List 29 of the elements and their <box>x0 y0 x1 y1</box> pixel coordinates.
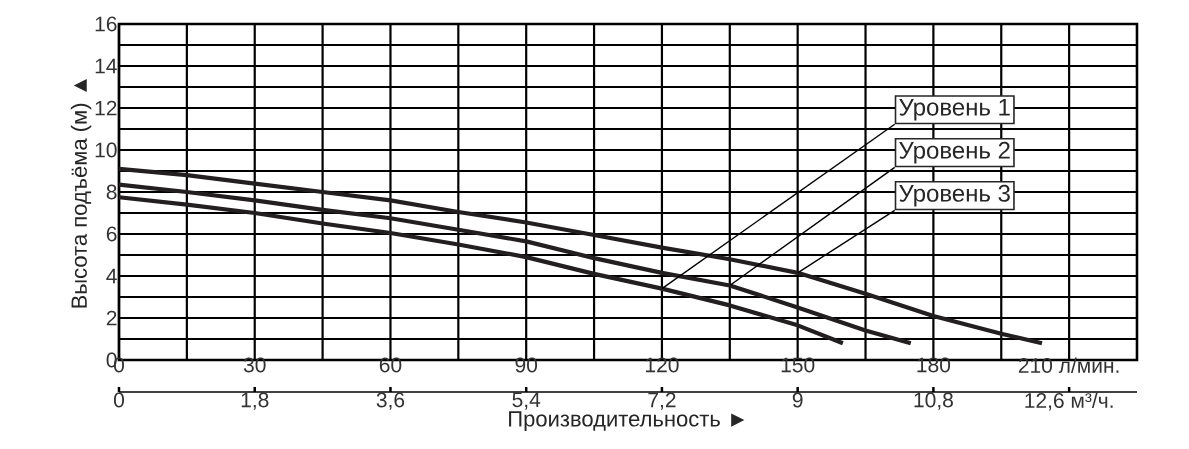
line-series <box>116 195 845 346</box>
x-tick-label: 90 <box>515 357 538 373</box>
x-tick-label: 60 <box>379 357 402 373</box>
y-tick-label: 16 <box>95 16 117 32</box>
x2-tick-label: 9 <box>792 392 803 408</box>
legend-label: Уровень 3 <box>899 184 1010 207</box>
y-tick-label: 14 <box>95 58 117 74</box>
y-tick-label: 2 <box>106 310 117 326</box>
x-tick-label: 210 л/мин. <box>1018 357 1119 373</box>
x-tick-label: 150 <box>781 357 815 373</box>
x2-tick-label: 7,2 <box>648 392 676 410</box>
x-tick-label: 120 <box>646 357 679 373</box>
x2-tick-label: 5,4 <box>512 392 541 410</box>
y-axis-title: Высота подъёма (м) ▲ <box>70 79 92 308</box>
x-axis-title: Производительность ► <box>509 411 745 431</box>
text: Уровень 1 <box>899 98 1010 121</box>
y-tick-label: 6 <box>106 226 117 242</box>
y-tick-label: 12 <box>95 100 117 116</box>
x2-tick-label: 3,6 <box>376 392 405 410</box>
x-tick-label: 30 <box>243 357 266 373</box>
x-tick-label: 180 <box>917 357 951 373</box>
y-tick-label: 8 <box>106 184 117 200</box>
x2-tick-label: 1,8 <box>241 392 269 410</box>
y-tick-label: 4 <box>106 268 117 284</box>
x2-tick-label: 10,8 <box>914 392 953 410</box>
y-tick-label: 10 <box>95 142 117 158</box>
line-series <box>116 166 1045 346</box>
x2-tick-label: 12,6 м³/ч. <box>1025 392 1113 411</box>
legend-label: Уровень 2 <box>899 141 1010 164</box>
